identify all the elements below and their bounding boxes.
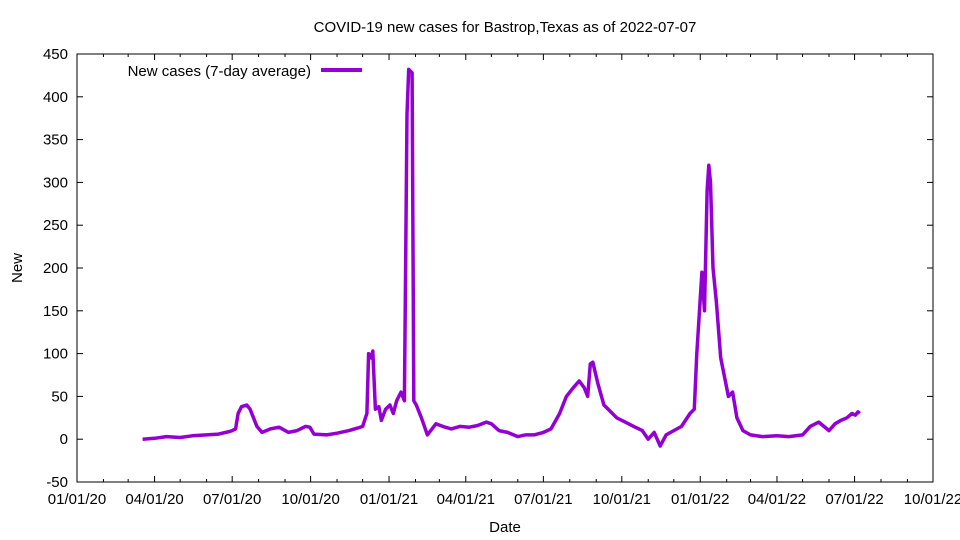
x-tick-label: 01/01/22 bbox=[671, 491, 729, 508]
legend: New cases (7-day average) bbox=[128, 63, 362, 80]
series-layer bbox=[142, 67, 861, 448]
x-axis-ticks: 01/01/20 04/01/20 07/01/20 10/01/20 01/01/21… bbox=[48, 54, 960, 508]
x-tick-label: 07/01/21 bbox=[514, 491, 572, 508]
y-tick-label: 400 bbox=[43, 89, 68, 106]
y-tick-label: -50 bbox=[46, 474, 68, 491]
x-tick-label: 07/01/20 bbox=[203, 491, 261, 508]
y-tick-label: 200 bbox=[43, 260, 68, 277]
y-tick-label: 0 bbox=[60, 431, 68, 448]
x-tick-label: 01/01/21 bbox=[360, 491, 418, 508]
x-tick-label: 01/01/20 bbox=[48, 491, 106, 508]
y-tick-label: 300 bbox=[43, 174, 68, 191]
y-tick-label: 350 bbox=[43, 132, 68, 149]
chart-title: COVID-19 new cases for Bastrop,Texas as … bbox=[314, 19, 697, 36]
y-tick-label: 50 bbox=[51, 388, 68, 405]
x-tick-label: 10/01/21 bbox=[593, 491, 651, 508]
x-tick-label: 10/01/20 bbox=[281, 491, 339, 508]
axes bbox=[76, 53, 934, 483]
y-axis-label: New bbox=[9, 253, 26, 283]
x-tick-label: 10/01/22 bbox=[904, 491, 960, 508]
plot-frame bbox=[76, 53, 934, 483]
x-tick-label: 04/01/20 bbox=[125, 491, 183, 508]
x-tick-label: 07/01/22 bbox=[825, 491, 883, 508]
y-tick-label: 250 bbox=[43, 217, 68, 234]
series-line bbox=[142, 67, 861, 448]
x-tick-label: 04/01/21 bbox=[437, 491, 495, 508]
y-tick-label: 100 bbox=[43, 346, 68, 363]
x-tick-label: 04/01/22 bbox=[748, 491, 806, 508]
legend-label: New cases (7-day average) bbox=[128, 63, 311, 80]
y-tick-label: 450 bbox=[43, 46, 68, 63]
y-tick-label: 150 bbox=[43, 303, 68, 320]
y-axis-ticks: -50 0 50 100 150 200 250 300 350 400 450 bbox=[43, 46, 933, 491]
x-axis-label: Date bbox=[489, 519, 521, 536]
